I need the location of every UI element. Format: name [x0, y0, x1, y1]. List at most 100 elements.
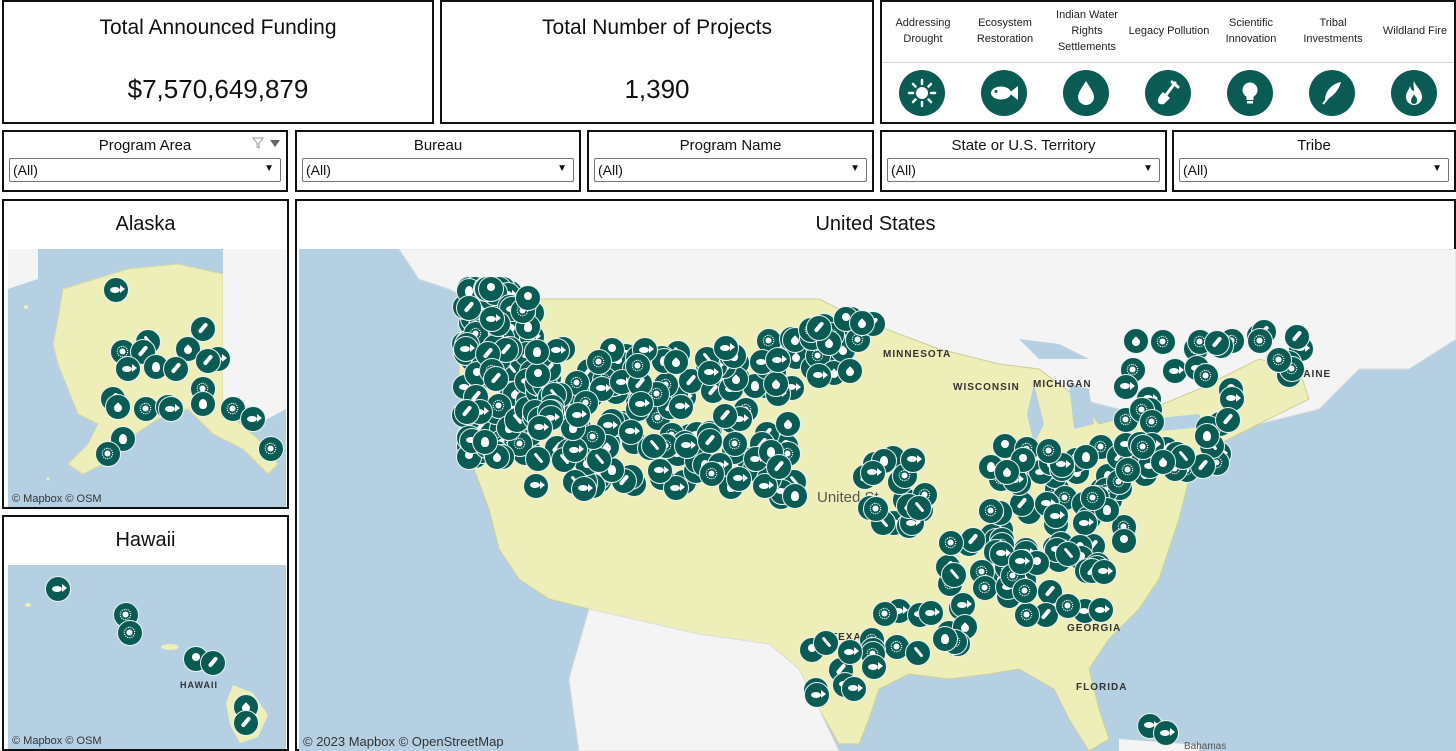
project-marker[interactable]: [647, 457, 674, 484]
project-marker[interactable]: [781, 483, 808, 510]
project-marker[interactable]: [836, 639, 863, 666]
project-marker[interactable]: [863, 496, 890, 523]
category-indian-water-rights[interactable]: Indian Water Rights Settlements: [1046, 2, 1128, 124]
project-marker[interactable]: [200, 650, 226, 676]
project-marker[interactable]: [514, 284, 541, 311]
project-marker[interactable]: [918, 600, 945, 627]
project-marker[interactable]: [1008, 548, 1035, 575]
project-marker[interactable]: [1149, 328, 1176, 355]
project-marker[interactable]: [932, 625, 959, 652]
category-tribal-investments[interactable]: Tribal Investments: [1292, 2, 1374, 124]
project-marker[interactable]: [95, 441, 121, 467]
feather-icon[interactable]: [1309, 70, 1355, 116]
hawaii-map[interactable]: HAWAII © Mapbox © OSM: [8, 565, 286, 749]
project-marker[interactable]: [103, 277, 129, 303]
project-marker[interactable]: [640, 433, 667, 460]
project-marker[interactable]: [524, 446, 551, 473]
project-marker[interactable]: [697, 427, 724, 454]
project-marker[interactable]: [1284, 323, 1311, 350]
project-marker[interactable]: [993, 459, 1020, 486]
project-marker[interactable]: [805, 314, 832, 341]
project-marker[interactable]: [699, 461, 726, 488]
project-marker[interactable]: [1055, 592, 1082, 619]
map-attribution[interactable]: © Mapbox © OSM: [12, 735, 102, 747]
filter-menu-icon[interactable]: [270, 140, 280, 147]
project-marker[interactable]: [624, 352, 651, 379]
project-marker[interactable]: [240, 406, 266, 432]
project-marker[interactable]: [849, 310, 876, 337]
project-marker[interactable]: [904, 639, 931, 666]
project-marker[interactable]: [1035, 438, 1062, 465]
project-marker[interactable]: [233, 710, 259, 736]
project-marker[interactable]: [195, 348, 221, 374]
project-marker[interactable]: [1080, 485, 1107, 512]
project-marker[interactable]: [526, 414, 553, 441]
project-marker[interactable]: [45, 576, 71, 602]
project-marker[interactable]: [1152, 720, 1179, 747]
project-marker[interactable]: [1054, 541, 1081, 568]
project-marker[interactable]: [618, 418, 645, 445]
project-marker[interactable]: [1265, 346, 1292, 373]
project-marker[interactable]: [905, 494, 932, 521]
project-marker[interactable]: [482, 365, 509, 392]
project-marker[interactable]: [1193, 423, 1220, 450]
project-marker[interactable]: [105, 394, 131, 420]
project-marker[interactable]: [525, 361, 552, 388]
fish-icon[interactable]: [981, 70, 1027, 116]
project-marker[interactable]: [1247, 328, 1274, 355]
water-drop-icon[interactable]: [1063, 70, 1109, 116]
project-marker[interactable]: [1192, 362, 1219, 389]
project-marker[interactable]: [971, 574, 998, 601]
project-marker[interactable]: [258, 436, 284, 462]
category-addressing-drought[interactable]: Addressing Drought: [882, 2, 964, 124]
project-marker[interactable]: [804, 682, 831, 709]
project-marker[interactable]: [130, 339, 156, 365]
project-marker[interactable]: [763, 370, 790, 397]
project-marker[interactable]: [1214, 407, 1241, 434]
project-marker[interactable]: [663, 349, 690, 376]
project-marker[interactable]: [1113, 373, 1140, 400]
project-marker[interactable]: [522, 472, 549, 499]
project-marker[interactable]: [775, 410, 802, 437]
tribe-dropdown[interactable]: (All) ▼: [1179, 158, 1449, 182]
project-marker[interactable]: [960, 526, 987, 553]
project-marker[interactable]: [524, 339, 551, 366]
project-marker[interactable]: [586, 446, 613, 473]
project-marker[interactable]: [117, 620, 143, 646]
project-marker[interactable]: [871, 600, 898, 627]
project-marker[interactable]: [571, 475, 598, 502]
project-marker[interactable]: [1091, 558, 1118, 585]
project-marker[interactable]: [713, 335, 740, 362]
bureau-dropdown[interactable]: (All) ▼: [302, 158, 574, 182]
alaska-map[interactable]: © Mapbox © OSM: [8, 249, 286, 507]
project-marker[interactable]: [697, 359, 724, 386]
shovel-icon[interactable]: [1145, 70, 1191, 116]
project-marker[interactable]: [751, 473, 778, 500]
project-marker[interactable]: [840, 675, 867, 702]
project-marker[interactable]: [765, 454, 792, 481]
us-map[interactable]: MINNESOTA WISCONSIN MICHIGAN MAINE TEXAS…: [299, 249, 1456, 751]
project-marker[interactable]: [812, 629, 839, 656]
flame-icon[interactable]: [1391, 70, 1437, 116]
project-marker[interactable]: [158, 396, 184, 422]
project-marker[interactable]: [115, 356, 141, 382]
map-attribution[interactable]: © 2023 Mapbox © OpenStreetMap: [303, 734, 504, 749]
project-marker[interactable]: [978, 497, 1005, 524]
sun-icon[interactable]: [899, 70, 945, 116]
project-marker[interactable]: [860, 459, 887, 486]
project-marker[interactable]: [564, 402, 591, 429]
project-marker[interactable]: [1115, 457, 1142, 484]
project-marker[interactable]: [1073, 443, 1100, 470]
project-marker[interactable]: [1071, 510, 1098, 537]
project-marker[interactable]: [711, 403, 738, 430]
project-marker[interactable]: [806, 362, 833, 389]
project-marker[interactable]: [456, 295, 483, 322]
project-marker[interactable]: [1219, 385, 1246, 412]
map-attribution[interactable]: © Mapbox © OSM: [12, 493, 102, 505]
project-marker[interactable]: [163, 356, 189, 382]
project-marker[interactable]: [478, 276, 505, 302]
lightbulb-icon[interactable]: [1227, 70, 1273, 116]
project-marker[interactable]: [764, 347, 791, 374]
project-marker[interactable]: [941, 561, 968, 588]
project-marker[interactable]: [479, 306, 506, 333]
